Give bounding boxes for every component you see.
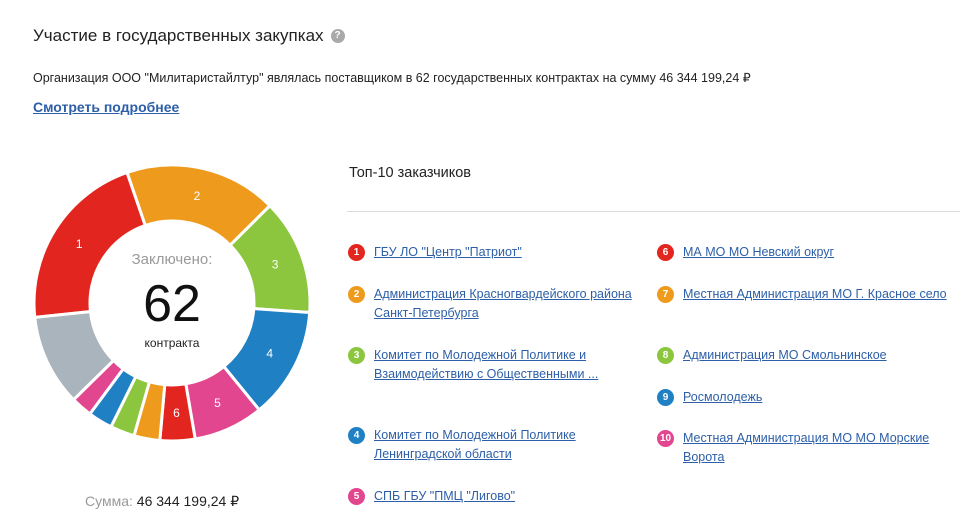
customer-badge: 7 — [657, 286, 674, 303]
customer-link[interactable]: МА МО МО Невский округ — [683, 245, 835, 259]
sum-label: Сумма: — [85, 493, 133, 509]
section-title: Участие в государственных закупках ? — [33, 26, 345, 46]
customer-item-1[interactable]: 1 ГБУ ЛО "Центр "Патриот" — [348, 243, 648, 262]
customer-badge: 10 — [657, 430, 674, 447]
customer-item-6[interactable]: 6 МА МО МО Невский округ — [657, 243, 947, 262]
summary-text: Организация ООО "Милитаристайлтур" являл… — [33, 71, 751, 85]
divider — [347, 211, 960, 212]
donut-segment-label: 4 — [266, 347, 273, 361]
customer-item-3[interactable]: 3 Комитет по Молодежной Политике и Взаим… — [348, 346, 618, 384]
customer-item-5[interactable]: 5 СПБ ГБУ "ПМЦ "Лигово" — [348, 487, 618, 506]
customer-item-2[interactable]: 2 Администрация Красногвардейского район… — [348, 285, 658, 323]
donut-unit: контракта — [144, 336, 200, 350]
customer-badge: 5 — [348, 488, 365, 505]
customer-item-4[interactable]: 4 Комитет по Молодежной Политике Ленингр… — [348, 426, 618, 464]
donut-segment-label: 5 — [214, 396, 221, 410]
customer-link[interactable]: Администрация МО Смольнинское — [683, 348, 887, 362]
customer-badge: 2 — [348, 286, 365, 303]
customer-link[interactable]: Комитет по Молодежной Политике и Взаимод… — [374, 348, 599, 381]
customer-badge: 9 — [657, 389, 674, 406]
customer-badge: 3 — [348, 347, 365, 364]
donut-segment-label: 1 — [76, 237, 83, 251]
customer-item-9[interactable]: 9 Росмолодежь — [657, 388, 947, 407]
customer-badge: 8 — [657, 347, 674, 364]
customer-link[interactable]: ГБУ ЛО "Центр "Патриот" — [374, 245, 522, 259]
customer-link[interactable]: СПБ ГБУ "ПМЦ "Лигово" — [374, 489, 516, 503]
more-details-link[interactable]: Смотреть подробнее — [33, 99, 180, 115]
customer-item-8[interactable]: 8 Администрация МО Смольнинское — [657, 346, 947, 365]
donut-svg: 1 2 3 4 5 6 — [32, 163, 312, 443]
donut-chart: 1 2 3 4 5 6 Заключено: 62 контракта — [32, 163, 312, 443]
donut-segment-label: 6 — [173, 406, 180, 420]
customer-badge: 6 — [657, 244, 674, 261]
customer-link[interactable]: Местная Администрация МО МО Морские Воро… — [683, 431, 930, 464]
customer-item-7[interactable]: 7 Местная Администрация МО Г. Красное се… — [657, 285, 947, 304]
section-title-text: Участие в государственных закупках — [33, 26, 324, 45]
donut-caption: Заключено: — [131, 251, 213, 268]
donut-segment-label: 3 — [272, 258, 279, 272]
customer-badge: 1 — [348, 244, 365, 261]
sum-value: 46 344 199,24 ₽ — [136, 493, 240, 509]
top-customers-title: Топ-10 заказчиков — [349, 165, 471, 181]
donut-number: 62 — [143, 275, 201, 333]
customer-link[interactable]: Администрация Красногвардейского района … — [374, 287, 632, 320]
donut-segment-label: 2 — [194, 189, 201, 203]
customer-badge: 4 — [348, 427, 365, 444]
customer-item-10[interactable]: 10 Местная Администрация МО МО Морские В… — [657, 429, 957, 467]
customer-link[interactable]: Местная Администрация МО Г. Красное село — [683, 287, 947, 301]
donut-segment[interactable] — [33, 309, 116, 402]
customer-link[interactable]: Комитет по Молодежной Политике Ленинград… — [374, 428, 576, 461]
customer-link[interactable]: Росмолодежь — [683, 390, 763, 404]
sum-line: Сумма: 46 344 199,24 ₽ — [85, 493, 239, 510]
help-icon[interactable]: ? — [330, 29, 345, 43]
